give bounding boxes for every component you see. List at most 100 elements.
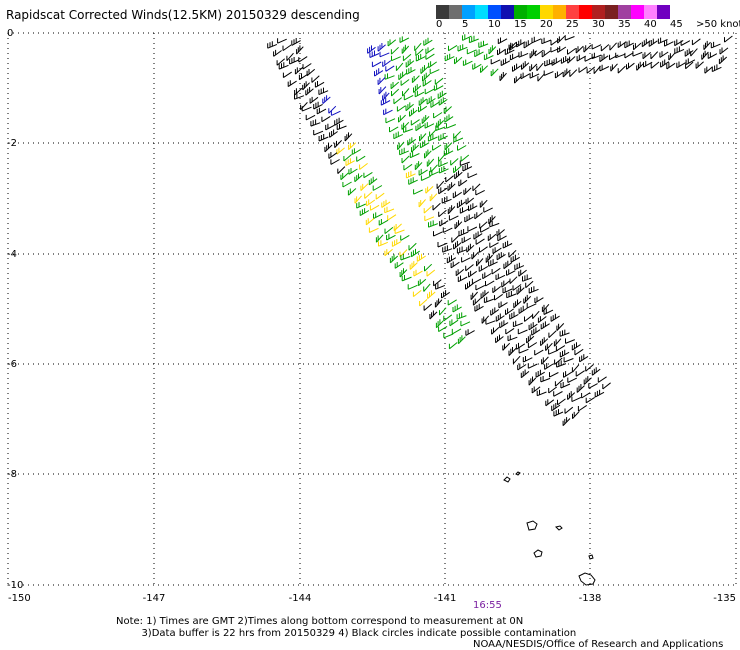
wind-barb <box>418 97 428 106</box>
wind-barb <box>551 57 561 66</box>
wind-barb <box>485 253 493 263</box>
legend-swatch <box>566 5 579 19</box>
wind-barb <box>512 284 522 291</box>
wind-barb <box>531 386 541 394</box>
wind-barb <box>657 37 668 45</box>
wind-barb <box>375 192 385 200</box>
wind-barb <box>356 155 366 162</box>
wind-barb <box>438 209 447 218</box>
wind-barb <box>460 154 470 162</box>
wind-barb <box>544 59 555 67</box>
wind-barb <box>588 383 598 389</box>
wind-barb <box>502 287 513 294</box>
wind-barb <box>518 348 529 354</box>
wind-barb <box>536 62 544 72</box>
wind-barb <box>386 233 396 241</box>
wind-barb <box>456 199 466 209</box>
wind-barb <box>429 193 438 202</box>
wind-barb <box>334 140 342 149</box>
wind-barb <box>438 166 449 174</box>
wind-barb <box>514 262 525 271</box>
wind-barb <box>389 126 399 133</box>
wind-barb <box>576 54 587 62</box>
wind-barb <box>441 290 450 299</box>
wind-barb <box>560 56 571 64</box>
wind-barb <box>427 134 438 142</box>
wind-barb <box>528 322 538 331</box>
wind-barb <box>485 280 495 287</box>
longitude-tick-label: -135 <box>713 593 736 604</box>
wind-barb <box>544 363 554 370</box>
wind-barb <box>378 86 387 95</box>
wind-barb <box>438 187 448 195</box>
wind-barb <box>424 88 435 95</box>
wind-barb <box>408 242 417 251</box>
wind-barb <box>334 117 344 126</box>
wind-barb <box>294 87 303 96</box>
wind-barb <box>529 63 538 72</box>
wind-barb <box>401 44 410 54</box>
legend-swatch <box>436 5 449 19</box>
wind-barb <box>567 377 578 383</box>
wind-barb <box>468 270 477 278</box>
wind-barb <box>407 137 417 146</box>
wind-barb <box>414 90 425 98</box>
wind-barb <box>363 171 373 179</box>
wind-barb <box>436 180 445 190</box>
wind-barb <box>528 286 539 294</box>
wind-barb <box>385 65 395 72</box>
wind-barb <box>724 35 733 43</box>
wind-barb <box>330 110 341 116</box>
wind-barb <box>423 283 431 292</box>
wind-barb <box>474 49 484 58</box>
wind-barb <box>418 168 428 176</box>
wind-barb <box>282 71 292 79</box>
wind-barb <box>536 389 547 397</box>
wind-barb <box>718 55 728 65</box>
wind-barb <box>384 206 395 214</box>
wind-barb <box>559 329 570 337</box>
wind-barb <box>565 338 575 344</box>
wind-barb <box>556 323 565 331</box>
legend-swatch <box>618 5 631 19</box>
wind-barb <box>508 249 517 258</box>
wind-barb <box>378 219 389 226</box>
wind-barb <box>441 196 452 204</box>
wind-barb <box>438 97 448 106</box>
wind-barb <box>429 310 438 320</box>
wind-barb <box>648 38 658 47</box>
latitude-tick-label: 0 <box>7 28 13 39</box>
wind-barb <box>426 158 435 167</box>
wind-barb <box>430 101 440 108</box>
legend-tick-label: 5 <box>462 19 469 30</box>
wind-barb <box>448 215 459 221</box>
wind-barb <box>680 40 691 46</box>
wind-barb <box>545 342 553 351</box>
wind-barb <box>344 132 353 142</box>
wind-barb <box>425 47 435 55</box>
wind-barb <box>674 39 684 47</box>
wind-barb <box>463 187 472 196</box>
wind-barb <box>298 56 308 63</box>
wind-barb <box>553 409 564 417</box>
wind-barb <box>286 52 294 62</box>
wind-barb <box>426 269 436 277</box>
wind-barb <box>390 46 399 55</box>
wind-barb <box>354 173 363 183</box>
wind-barb <box>719 47 729 55</box>
wind-barb <box>488 215 496 225</box>
wind-barb <box>421 115 430 124</box>
pass-time-label: 16:55 <box>473 600 502 611</box>
wind-barb <box>509 43 519 51</box>
wind-barb <box>365 218 375 226</box>
wind-barb <box>287 80 297 88</box>
wind-barb <box>390 81 400 90</box>
island-outline <box>526 520 538 531</box>
wind-barb <box>443 148 454 156</box>
wind-barb <box>537 73 545 82</box>
wind-barb <box>562 68 571 78</box>
wind-barb <box>433 112 443 119</box>
wind-barb <box>523 294 532 304</box>
wind-barb <box>610 63 618 72</box>
wind-barb <box>384 227 394 234</box>
